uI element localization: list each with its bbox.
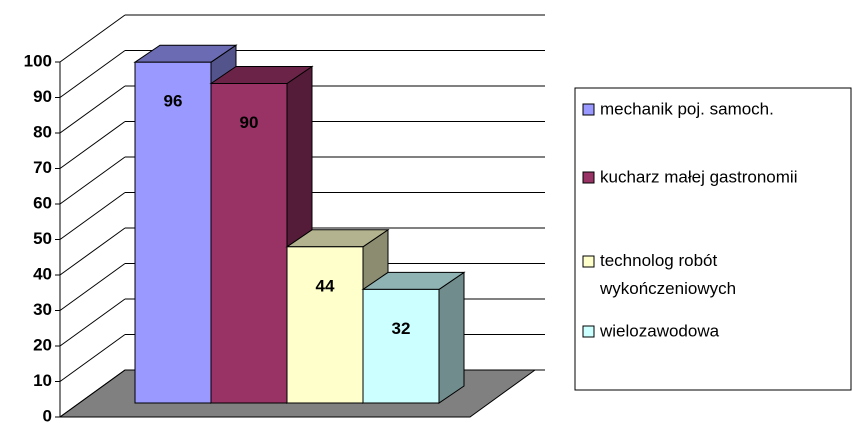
grid-line <box>59 263 126 311</box>
grid-line <box>59 121 126 169</box>
grid-line <box>59 298 126 347</box>
legend-label: mechanik poj. samoch. <box>600 99 774 118</box>
bar-side <box>438 271 465 404</box>
y-tick-label: 70 <box>33 158 52 177</box>
y-tick-label: 20 <box>33 335 52 354</box>
grid-line <box>59 369 126 418</box>
bar <box>361 271 466 404</box>
y-tick-label: 0 <box>43 406 52 423</box>
y-tick-label: 10 <box>33 371 52 390</box>
y-tick-label: 30 <box>33 300 52 319</box>
legend-label: technolog robót wykończeniowych <box>599 251 736 298</box>
grid-line <box>59 156 126 205</box>
data-label: 44 <box>316 276 335 295</box>
grid-line <box>59 85 126 134</box>
data-label: 32 <box>392 319 411 338</box>
grid-line <box>59 14 126 63</box>
legend-label: wielozawodowa <box>599 321 720 340</box>
bar-front <box>134 61 212 404</box>
legend-label: kucharz małej gastronomii <box>600 167 797 186</box>
y-tick-label: 40 <box>33 264 52 283</box>
y-tick-label: 60 <box>33 193 52 212</box>
grid-line <box>59 192 126 240</box>
grid-line <box>59 334 126 382</box>
legend-swatch <box>582 103 595 116</box>
y-tick-label: 100 <box>24 51 52 70</box>
y-tick-label: 90 <box>33 87 52 106</box>
bar-front <box>286 246 364 404</box>
bar-front <box>362 288 440 404</box>
legend-swatch <box>582 325 595 338</box>
legend-swatch <box>582 255 595 268</box>
grid-line <box>59 227 126 276</box>
data-label: 96 <box>164 92 183 111</box>
grid-line <box>59 50 126 98</box>
y-tick-label: 80 <box>33 122 52 141</box>
y-tick-label: 50 <box>33 229 52 248</box>
data-label: 90 <box>240 113 259 132</box>
legend-swatch <box>582 171 595 184</box>
legend-box <box>574 87 852 391</box>
bar-front <box>210 83 288 404</box>
